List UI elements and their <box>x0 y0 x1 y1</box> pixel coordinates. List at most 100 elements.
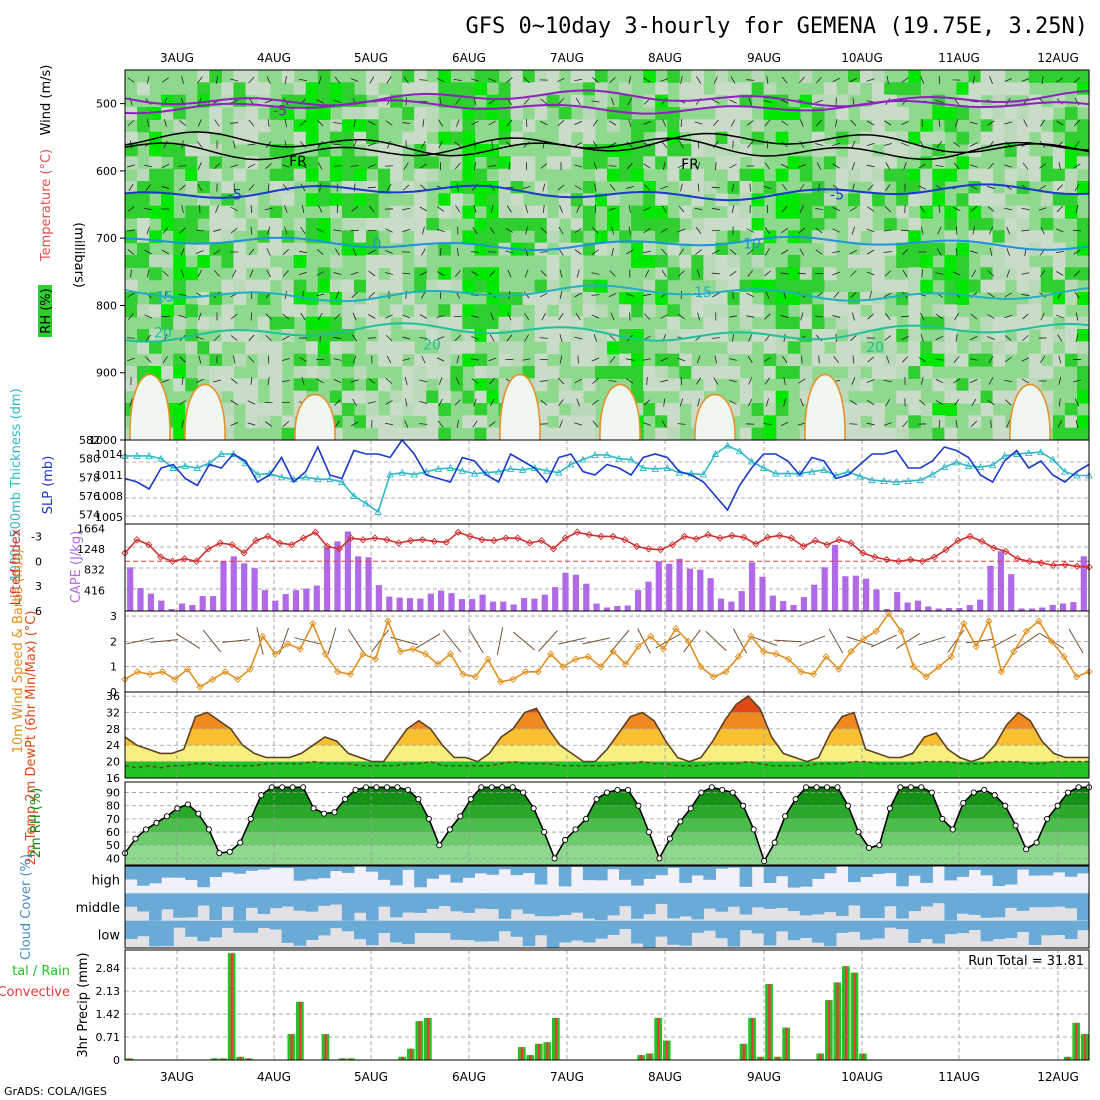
cloud-bar <box>1052 866 1066 873</box>
wind-speed-line <box>124 612 1090 688</box>
rh-cell <box>197 82 210 96</box>
rh-cell <box>691 70 704 83</box>
wind-barb <box>628 204 631 214</box>
wind-panel-frame <box>124 610 1090 693</box>
rh-cell <box>414 255 427 268</box>
rh-cell <box>414 353 427 367</box>
cloud-bar <box>715 893 729 912</box>
cape-bar <box>686 568 693 611</box>
wind-barb <box>591 357 600 362</box>
rh-cell <box>281 70 295 83</box>
wind-barb <box>1058 162 1062 170</box>
rh-cell <box>414 427 427 441</box>
rh-cell <box>727 119 741 133</box>
rh-cell <box>390 415 403 429</box>
thickness-line-marker <box>169 464 177 471</box>
rh2m-panel-frame <box>124 781 1090 866</box>
rh-cell <box>848 230 861 244</box>
rh-cell <box>823 82 837 96</box>
wind-speed-line-marker <box>234 675 242 683</box>
rh-cell <box>402 70 415 83</box>
wind-speed-line-marker <box>346 670 354 678</box>
wind-barb <box>746 315 755 318</box>
rh-cell <box>992 205 1006 219</box>
rh-cell <box>462 230 476 244</box>
wind-barb <box>350 78 359 82</box>
wind-barb <box>506 205 512 213</box>
cloud-bar <box>631 866 644 886</box>
rh-cell <box>1016 316 1030 330</box>
cloud-bar <box>510 893 524 910</box>
rh-cell <box>1004 168 1018 182</box>
rh-cell <box>269 107 283 120</box>
wind-barb <box>350 165 359 167</box>
rh-cell <box>414 168 427 182</box>
wind-barb <box>712 249 720 255</box>
rh-cell <box>920 279 933 293</box>
rh-cell <box>980 230 994 244</box>
rh-cell <box>799 366 813 379</box>
rh-cell <box>1028 279 1042 293</box>
rh-cell <box>1040 131 1054 145</box>
cloud-bar <box>414 866 427 888</box>
wind-barb <box>866 165 875 167</box>
rh-cell <box>715 255 729 268</box>
rh-cell <box>835 292 849 305</box>
lifted-index-line-marker <box>192 557 201 565</box>
wind-barb <box>163 119 167 127</box>
cloud-bar <box>390 893 403 918</box>
cape-bar <box>562 572 569 611</box>
rh-cell <box>329 156 343 170</box>
rh-cell <box>1076 267 1090 281</box>
rh-cell <box>763 107 777 120</box>
rh-cell <box>775 279 789 293</box>
cloud-bar <box>269 893 283 909</box>
cloud-bar <box>667 920 680 945</box>
wind-barb <box>867 313 874 320</box>
rh-cell <box>631 292 644 305</box>
rh-band <box>125 845 1089 865</box>
cape-bar <box>396 597 403 611</box>
wind-barb <box>765 248 770 256</box>
wind-barb <box>867 120 875 126</box>
rh-cell <box>751 427 765 441</box>
precip-convective-bar <box>768 984 771 1060</box>
cloud-bar <box>510 866 524 876</box>
cape-bar <box>987 565 994 611</box>
wind-barb <box>764 334 771 342</box>
rh-cell <box>920 255 933 268</box>
wind-barb <box>884 292 892 298</box>
rh-cell <box>703 316 717 330</box>
wind-barb <box>591 294 600 296</box>
wind-barb <box>832 271 841 276</box>
wind-barb <box>953 356 960 363</box>
rh-cell <box>848 70 861 83</box>
rh-cell <box>462 205 476 219</box>
rh-cell <box>872 119 885 133</box>
slp-tick: 1005 <box>95 511 123 524</box>
wind-barb <box>473 205 477 213</box>
wind-barb <box>800 312 804 321</box>
rh-cell <box>317 107 331 120</box>
wind-barb <box>180 248 185 256</box>
rh-cell <box>848 427 861 441</box>
wind-barb <box>385 272 393 275</box>
rh-cell <box>414 230 427 244</box>
rh2m-line-marker <box>226 848 233 855</box>
cape-bar <box>914 600 922 611</box>
wind-barb <box>402 358 411 361</box>
wind-barb <box>729 379 737 383</box>
rh-cell <box>402 378 415 392</box>
wind-barb <box>161 379 170 383</box>
cape-bar <box>676 558 683 611</box>
wind-barb-10m <box>558 637 586 645</box>
rh-cell <box>486 378 500 392</box>
rh-cell <box>715 107 729 120</box>
wind-barb <box>780 272 789 275</box>
rh-cell <box>751 131 765 145</box>
rh-cell <box>703 267 717 281</box>
cloud-bar <box>522 866 536 873</box>
rh-cell <box>414 119 427 133</box>
rh-cell <box>884 82 897 96</box>
wind-barb <box>953 162 960 170</box>
